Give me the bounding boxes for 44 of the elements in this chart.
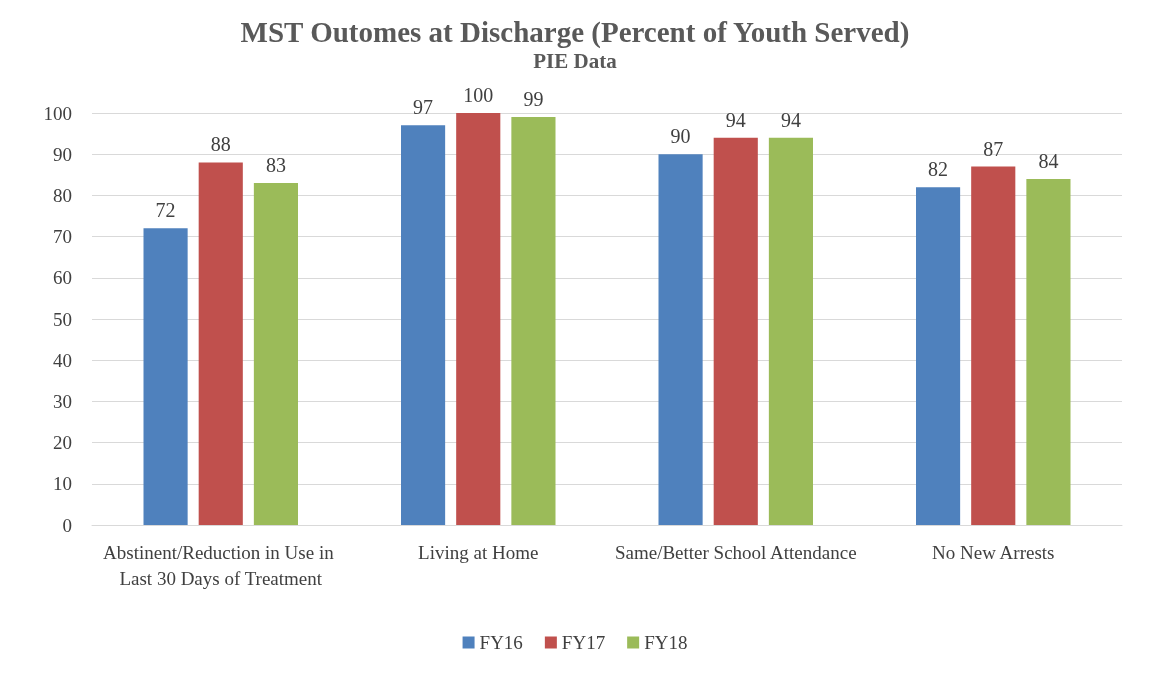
y-tick-label: 70	[53, 226, 72, 248]
bar	[1026, 178, 1071, 525]
data-label: 90	[670, 125, 691, 148]
legend-label: FY17	[561, 632, 606, 653]
y-tick-label: 40	[53, 349, 72, 371]
data-label: 82	[928, 158, 949, 181]
bar	[511, 117, 556, 525]
y-tick-label: 10	[53, 473, 72, 495]
bar	[658, 154, 703, 525]
y-tick-label: 20	[53, 432, 72, 454]
y-tick-label: 90	[53, 143, 72, 165]
y-tick-label: 50	[53, 308, 72, 330]
bar	[971, 166, 1016, 525]
data-label: 94	[780, 108, 801, 131]
bar	[253, 183, 298, 525]
bar	[713, 137, 758, 525]
data-label: 99	[523, 88, 544, 111]
bar	[916, 187, 961, 525]
y-tick-label: 30	[53, 390, 72, 412]
data-label: 72	[155, 199, 176, 222]
data-label: 87	[983, 137, 1004, 160]
x-tick-label: Living at Home	[418, 541, 539, 563]
chart-subtitle: PIE Data	[533, 48, 618, 73]
data-label: 100	[463, 84, 494, 106]
y-tick-label: 100	[43, 102, 72, 124]
y-tick-label: 0	[62, 514, 72, 536]
bar	[456, 113, 501, 525]
data-label: 97	[413, 96, 434, 119]
bar	[768, 137, 813, 525]
x-tick-label: Same/Better School Attendance	[614, 541, 857, 563]
data-label: 94	[725, 108, 746, 131]
bar	[143, 228, 188, 525]
legend-label: FY18	[644, 632, 688, 653]
y-tick-label: 60	[53, 267, 72, 289]
y-tick-label: 80	[53, 184, 72, 206]
data-label: 84	[1038, 149, 1059, 172]
data-label: 83	[265, 154, 286, 177]
legend-label: FY16	[479, 632, 523, 653]
x-tick-label: No New Arrests	[932, 541, 1055, 563]
x-tick-label: Abstinent/Reduction in Use in Last 30 Days of Treatment	[103, 541, 339, 589]
data-label: 88	[210, 133, 231, 156]
bar	[401, 125, 446, 525]
chart-title: MST Outomes at Discharge (Percent of Youth Served)	[240, 15, 910, 49]
bar	[198, 162, 243, 525]
